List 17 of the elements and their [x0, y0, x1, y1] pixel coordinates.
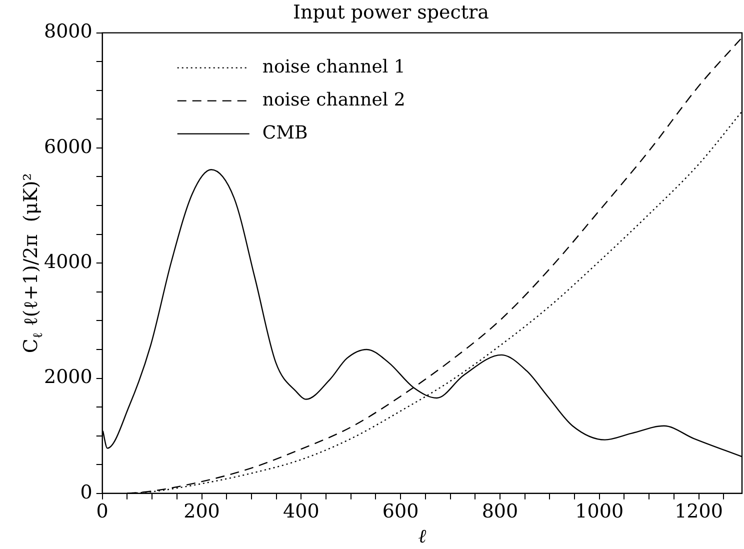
x-tick-label: 800 [482, 500, 518, 523]
y-tick-label: 0 [80, 481, 92, 504]
x-tick-label: 0 [96, 500, 108, 523]
x-tick-label: 1000 [575, 500, 624, 523]
chart-title: Input power spectra [293, 1, 489, 24]
y-tick-label: 4000 [44, 251, 92, 274]
y-tick-label: 6000 [44, 136, 92, 158]
y-tick-label: 2000 [44, 366, 92, 388]
legend-label: noise channel 2 [262, 89, 406, 110]
x-tick-label: 200 [184, 500, 220, 523]
x-axis-title: ℓ [418, 526, 426, 548]
y-tick-label: 8000 [44, 20, 92, 43]
legend-label: noise channel 1 [262, 56, 406, 78]
x-tick-label: 1200 [674, 500, 723, 523]
legend-label: CMB [262, 122, 308, 144]
x-tick-label: 400 [283, 500, 320, 523]
x-tick-label: 600 [382, 500, 419, 523]
